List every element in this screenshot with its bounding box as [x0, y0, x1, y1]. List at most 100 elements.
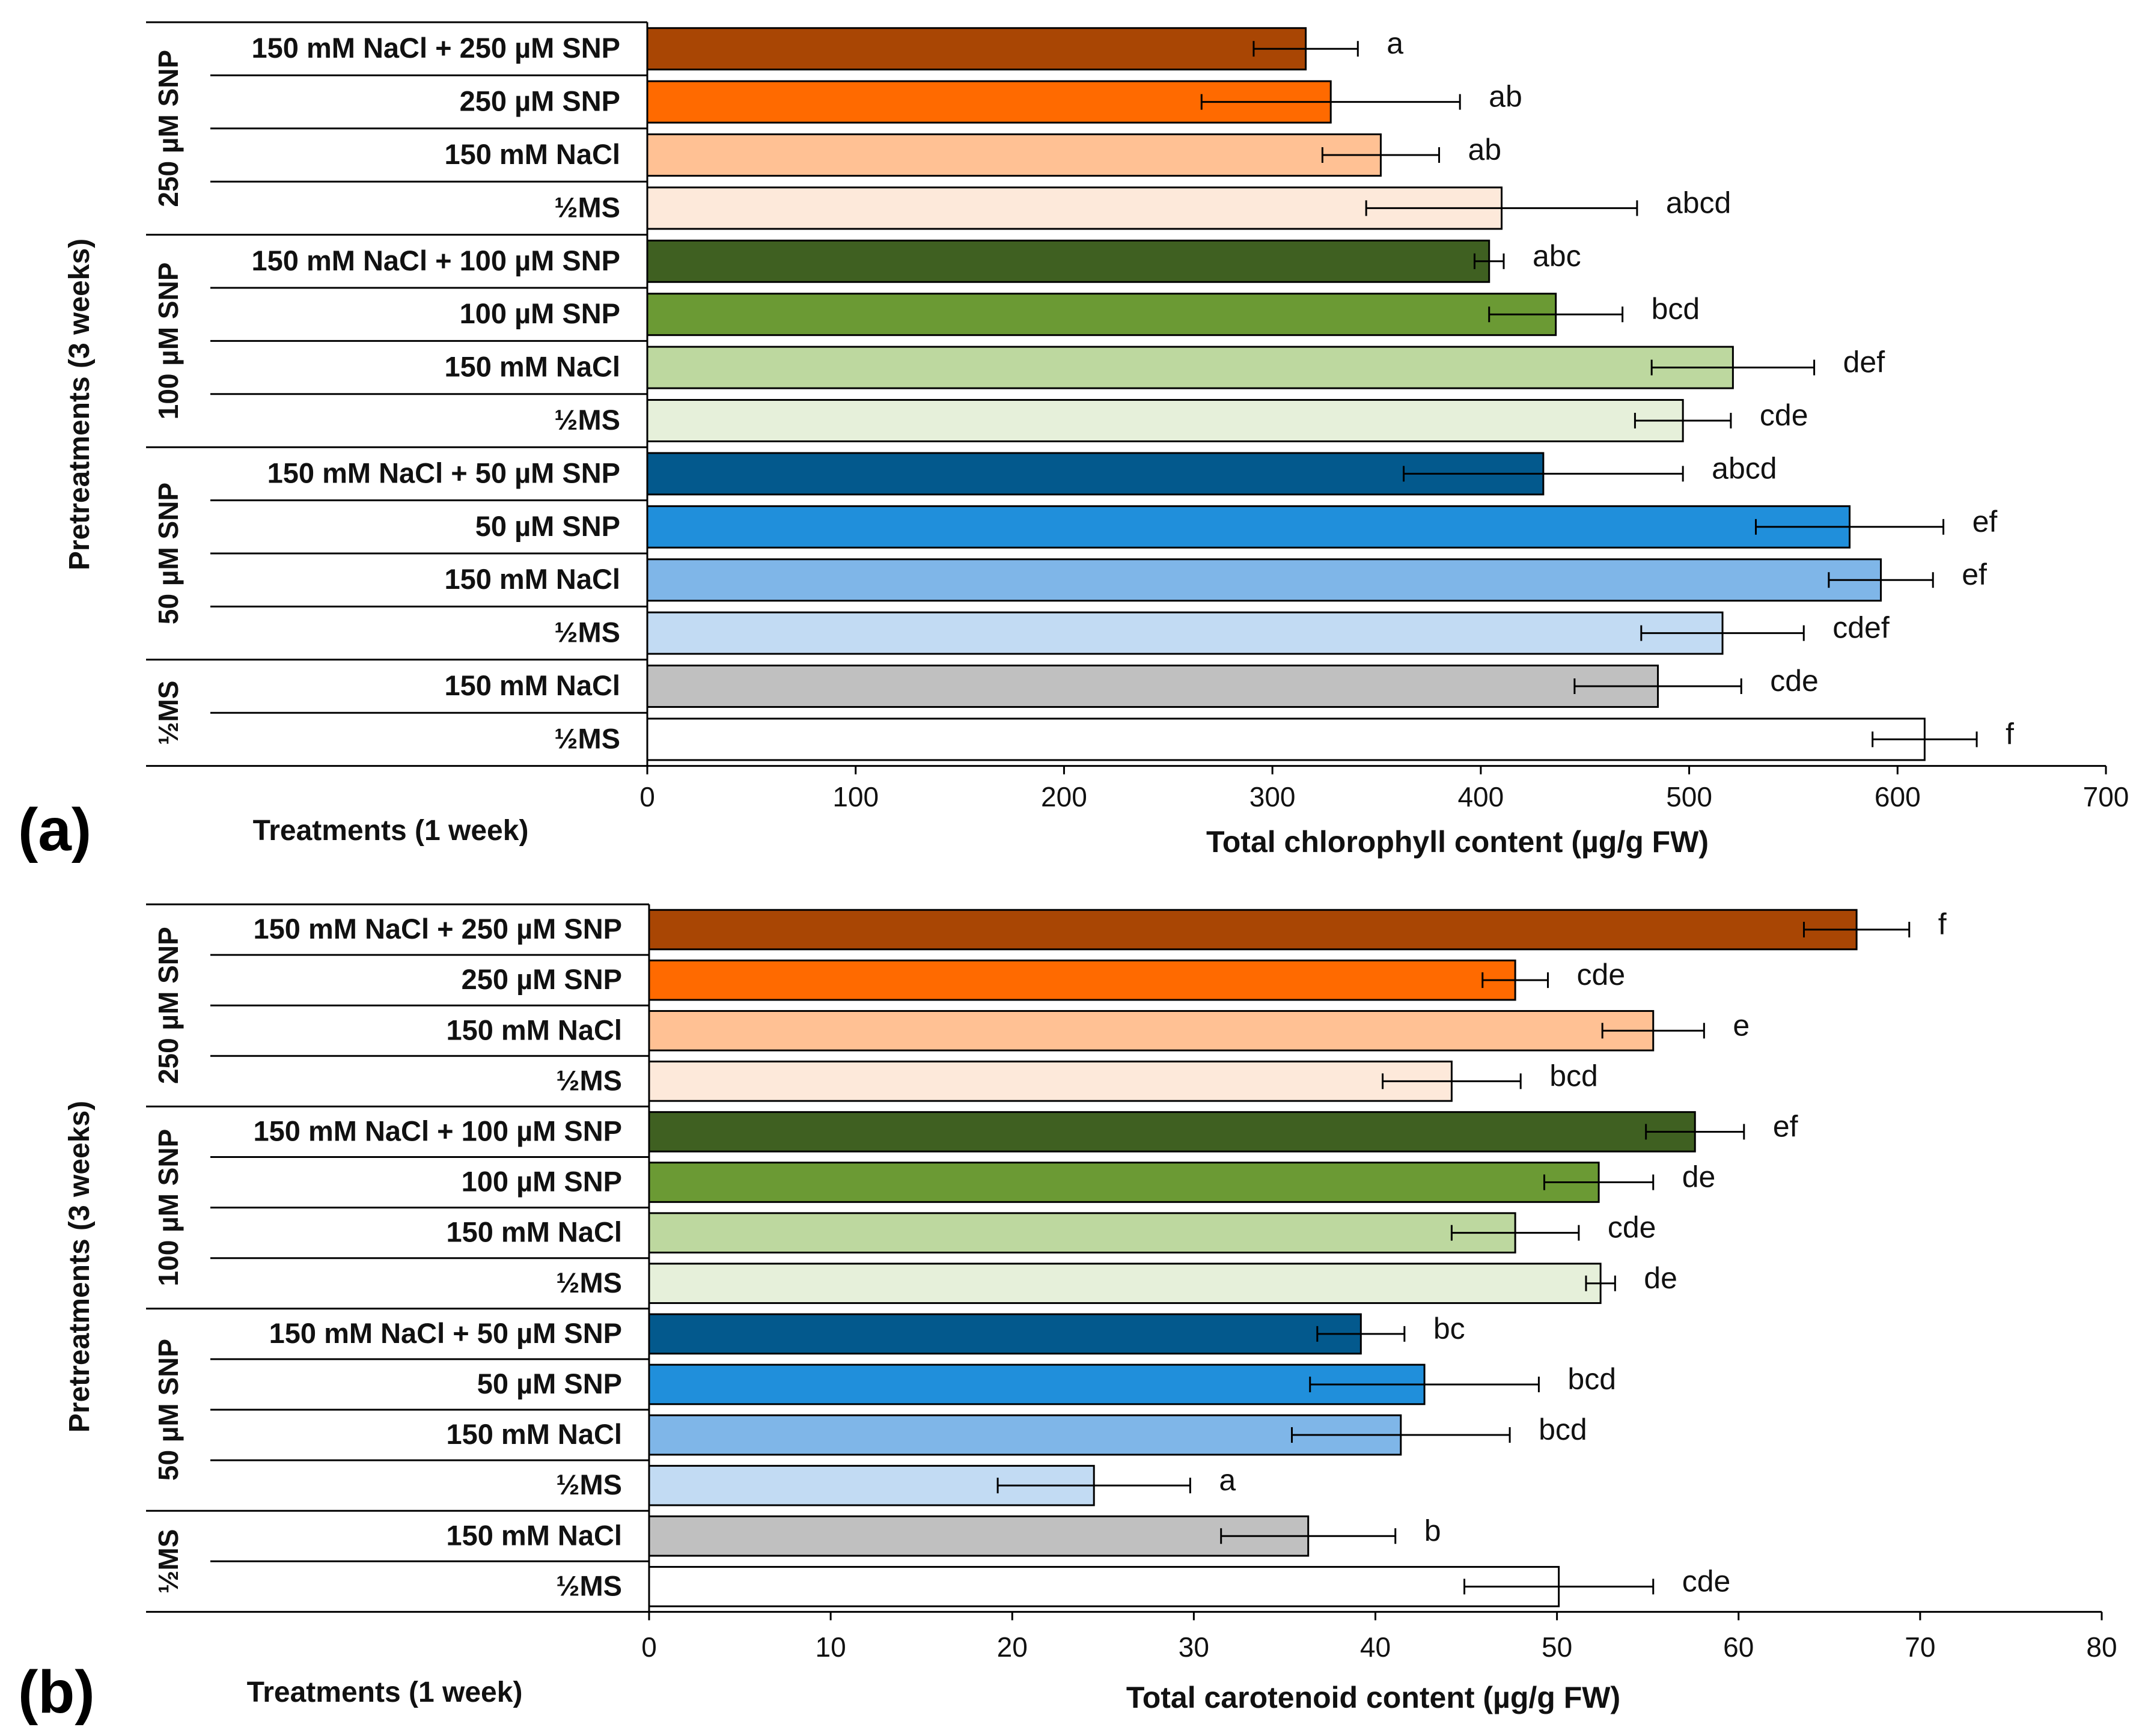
chlorophyll-x-tick-label: 200 [1041, 781, 1087, 812]
chlorophyll-category-label: 150 mM NaCl + 100 µM SNP [251, 245, 620, 276]
chlorophyll-category-label: ½MS [554, 404, 620, 436]
carotenoid-group-label: 50 µM SNP [153, 1339, 184, 1481]
carotenoid-bar [648, 1061, 1453, 1102]
carotenoid-category-label: 150 mM NaCl + 250 µM SNP [253, 913, 622, 945]
chlorophyll-significance-label: ab [1489, 80, 1522, 114]
chlorophyll-significance-label: def [1843, 346, 1885, 379]
chlorophyll-x-axis-title: Total chlorophyll content (µg/g FW) [1206, 825, 1709, 859]
chlorophyll-category-label: 150 mM NaCl + 250 µM SNP [251, 32, 620, 64]
carotenoid-significance-label: bcd [1567, 1362, 1616, 1396]
chlorophyll-error-bar [1634, 413, 1732, 428]
carotenoid-category-label: 100 µM SNP [462, 1166, 622, 1198]
carotenoid-significance-label: e [1733, 1008, 1750, 1042]
chlorophyll-category-label: 150 mM NaCl + 50 µM SNP [267, 457, 620, 489]
carotenoid-error-bar [1645, 1124, 1745, 1140]
carotenoid-significance-label: cde [1577, 958, 1626, 991]
carotenoid-bar [648, 1566, 1560, 1607]
carotenoid-table-lines [146, 903, 2102, 1613]
carotenoid-category-label: 150 mM NaCl [446, 1014, 622, 1046]
carotenoid-significance-label: bcd [1539, 1413, 1587, 1446]
chlorophyll-error-bar [1640, 625, 1805, 641]
chlorophyll-category-label: 150 mM NaCl [444, 351, 620, 383]
carotenoid-error-bar [1601, 1023, 1705, 1039]
chlorophyll-error-bar [1828, 572, 1934, 588]
carotenoid-category-label: 150 mM NaCl + 50 µM SNP [269, 1317, 622, 1349]
carotenoid-category-label: 150 mM NaCl [446, 1216, 622, 1248]
carotenoid-significance-label: bcd [1549, 1059, 1598, 1092]
chlorophyll-bar [646, 27, 1307, 71]
chlorophyll-significance-label: abc [1533, 239, 1581, 273]
chlorophyll-category-label: ½MS [554, 617, 620, 648]
carotenoid-bar [648, 1414, 1402, 1456]
chlorophyll-x-tick-label: 100 [832, 781, 879, 812]
carotenoid-x-tick-label: 30 [1179, 1631, 1209, 1663]
chlorophyll-error-bar [1650, 359, 1816, 376]
chlorophyll-bar [646, 717, 1926, 761]
chlorophyll-category-label: ½MS [554, 722, 620, 754]
carotenoid-treatment-axis-label: Treatments (1 week) [247, 1677, 523, 1708]
carotenoid-bar [648, 1162, 1600, 1203]
carotenoid-category-label: 150 mM NaCl + 100 µM SNP [253, 1115, 622, 1147]
carotenoid-significance-label: cde [1608, 1211, 1656, 1244]
carotenoid-bars [648, 909, 1858, 1607]
carotenoid-category-label: ½MS [556, 1570, 622, 1601]
carotenoid-group-label: 250 µM SNP [153, 927, 184, 1084]
chlorophyll-category-label: ½MS [554, 191, 620, 223]
carotenoid-x-axis-title: Total carotenoid content (µg/g FW) [1126, 1681, 1620, 1714]
carotenoid-x-tick-label: 10 [816, 1631, 846, 1663]
carotenoid-error-bars [996, 922, 1911, 1595]
carotenoid-significance-label: a [1219, 1463, 1236, 1497]
panel-label-a: (a) [18, 796, 91, 863]
carotenoid-error-bar [996, 1478, 1191, 1494]
carotenoid-group-label: ½MS [153, 1529, 184, 1594]
carotenoid-significance-label: f [1938, 907, 1947, 941]
chlorophyll-bar [646, 611, 1724, 655]
chlorophyll-significance-label: ef [1973, 505, 1998, 538]
carotenoid-x-tick-label: 50 [1542, 1631, 1572, 1663]
carotenoid-category-label: 150 mM NaCl [446, 1418, 622, 1450]
carotenoid-x-tick-label: 70 [1905, 1631, 1935, 1663]
chlorophyll-bar [646, 186, 1503, 230]
carotenoid-category-label: 50 µM SNP [477, 1368, 622, 1399]
chlorophyll-bar [646, 399, 1684, 442]
carotenoid-error-bar [1481, 972, 1549, 988]
carotenoid-category-labels: 150 mM NaCl + 250 µM SNP 250 µM SNP 150 mM… [253, 913, 622, 1601]
carotenoid-bar [648, 1363, 1426, 1406]
chlorophyll-bar [646, 239, 1490, 283]
chlorophyll-group-label: ½MS [153, 681, 184, 745]
chlorophyll-category-label: 250 µM SNP [460, 85, 620, 117]
chlorophyll-category-label: 150 mM NaCl [444, 669, 620, 701]
panel-label-b: (b) [18, 1658, 95, 1726]
carotenoid-category-label: 150 mM NaCl [446, 1519, 622, 1551]
carotenoid-error-bar [1382, 1073, 1522, 1089]
chlorophyll-pretreatment-axis-label: Pretreatments (3 weeks) [64, 239, 96, 570]
chlorophyll-bar [646, 293, 1557, 337]
chlorophyll-significance-label: abcd [1712, 451, 1777, 485]
chlorophyll-x-tick-label: 500 [1666, 781, 1712, 812]
chlorophyll-bar [646, 558, 1882, 602]
chlorophyll-table-lines [146, 21, 2106, 767]
chlorophyll-x-tick-label: 600 [1875, 781, 1921, 812]
carotenoid-error-bar [1309, 1376, 1540, 1392]
carotenoid-error-bar [1291, 1427, 1511, 1443]
chlorophyll-x-tick-label: 400 [1457, 781, 1504, 812]
carotenoid-bar [648, 1212, 1516, 1253]
chlorophyll-error-bar [1473, 253, 1505, 269]
chlorophyll-significance-label: ef [1962, 558, 1987, 591]
carotenoid-bar [648, 909, 1858, 951]
chlorophyll-error-bar [1321, 147, 1441, 163]
chlorophyll-significance-label: a [1387, 26, 1403, 60]
carotenoid-significance-label: b [1424, 1514, 1441, 1547]
chlorophyll-error-bar [1200, 94, 1461, 110]
chlorophyll-significance-label: cdef [1832, 611, 1890, 645]
carotenoid-significance-label: de [1682, 1160, 1716, 1194]
chlorophyll-significance-label: cde [1760, 398, 1808, 432]
chlorophyll-error-bar [1488, 306, 1624, 323]
carotenoid-x-tick-label: 40 [1360, 1631, 1391, 1663]
chlorophyll-category-label: 50 µM SNP [475, 510, 620, 542]
chlorophyll-x-ticks: 0 100 200 300 400 500 600 700 [639, 766, 2129, 812]
chlorophyll-group-labels: 250 µM SNP 100 µM SNP 50 µM SNP ½MS [153, 50, 184, 745]
